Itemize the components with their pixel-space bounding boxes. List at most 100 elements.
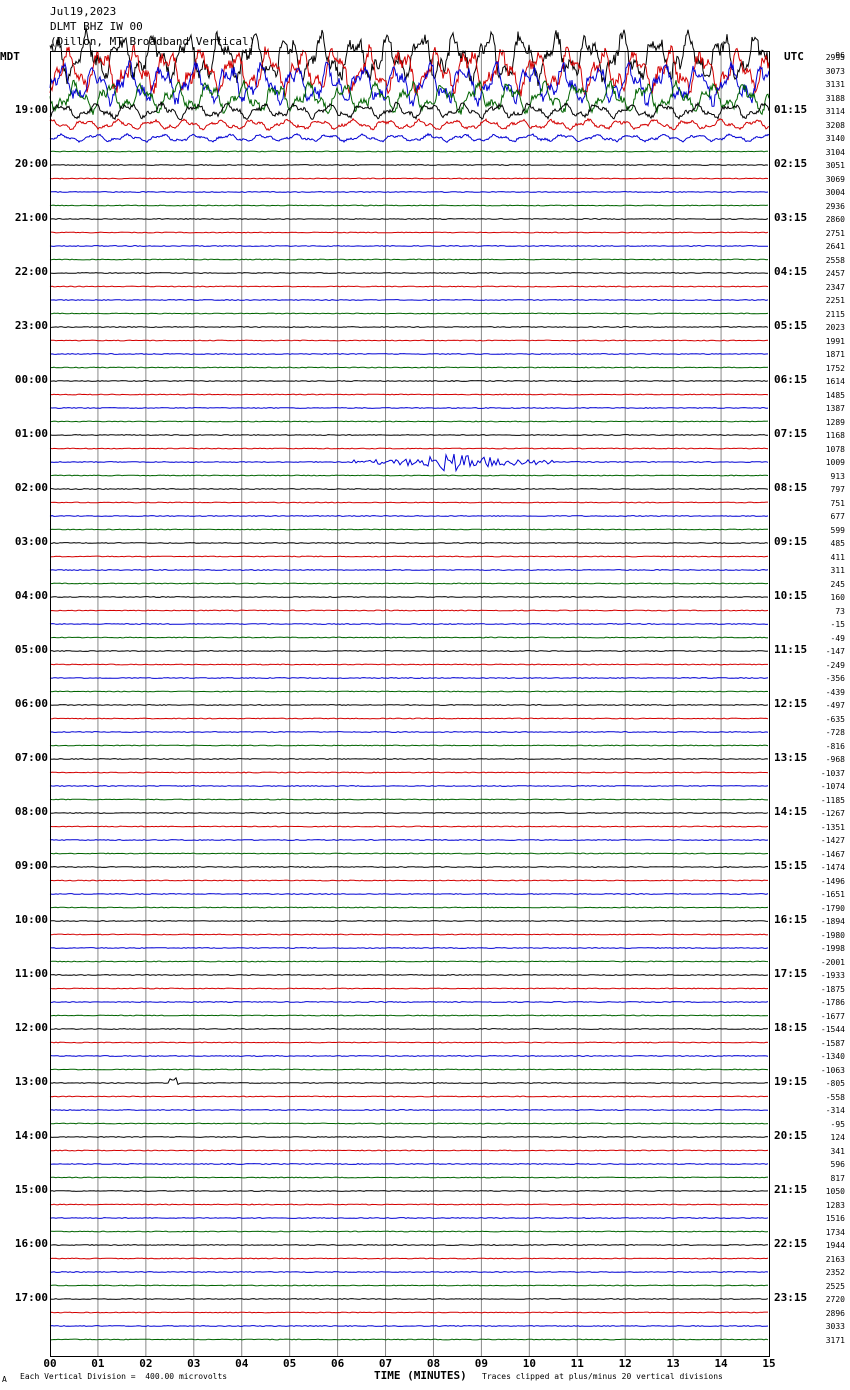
trace-19 (49, 312, 769, 315)
trace-count-label: 1168 (825, 431, 845, 440)
x-tick-label: 02 (139, 1357, 153, 1370)
trace-count-label: -1677 (820, 1011, 845, 1021)
top-right-count: 96 (835, 51, 845, 60)
trace-count-label: 2457 (825, 269, 845, 278)
trace-30 (49, 453, 769, 473)
x-tick-label: 05 (283, 1357, 297, 1370)
left-timezone-label: MDT (0, 50, 20, 63)
trace-49 (49, 717, 769, 720)
right-hour-label: 10:15 (774, 589, 808, 602)
trace-34 (49, 515, 769, 517)
trace-71 (49, 1014, 769, 1017)
trace-87 (49, 1230, 769, 1233)
trace-count-label: 2896 (825, 1308, 845, 1318)
trace-18 (50, 299, 769, 301)
trace-7 (49, 150, 769, 153)
trace-21 (49, 339, 769, 342)
trace-81 (49, 1149, 769, 1152)
trace-count-label: -1496 (820, 876, 845, 886)
trace-count-label: -497 (825, 701, 845, 710)
left-hour-label: 11:00 (14, 967, 48, 980)
trace-61 (49, 879, 768, 882)
trace-count-label: 311 (830, 566, 845, 575)
trace-count-label: -1185 (820, 795, 845, 805)
right-hour-label: 07:15 (774, 427, 808, 440)
trace-76 (49, 1076, 769, 1086)
trace-15 (49, 258, 769, 261)
scale-note: Each Vertical Division = 400.00 microvol… (20, 1372, 228, 1381)
trace-12 (49, 218, 769, 220)
trace-count-label: -635 (825, 714, 845, 724)
left-hour-label: 09:00 (14, 859, 48, 872)
trace-46 (49, 677, 769, 679)
time-gridlines (97, 51, 722, 1356)
trace-count-label: 2525 (825, 1281, 845, 1291)
trace-72 (49, 1028, 769, 1030)
right-hour-label: 20:15 (774, 1129, 808, 1142)
right-hour-label: 23:15 (774, 1291, 808, 1304)
trace-48 (49, 704, 769, 706)
trace-count-label: 1050 (825, 1187, 845, 1196)
x-tick-label: 03 (187, 1357, 201, 1370)
trace-count-label: 3104 (825, 147, 845, 157)
trace-count-label: 1078 (825, 444, 845, 454)
trace-count-label: 3051 (825, 161, 845, 170)
trace-count-label: 797 (830, 485, 845, 494)
trace-count-label: 341 (830, 1146, 845, 1156)
trace-count-label: 2995 (825, 53, 845, 62)
trace-63 (49, 906, 769, 909)
trace-16 (49, 272, 768, 274)
trace-count-label: 817 (830, 1173, 845, 1183)
trace-4 (49, 100, 770, 121)
trace-count-label: 599 (830, 525, 845, 535)
left-hour-label: 13:00 (14, 1075, 48, 1088)
trace-count-label: 596 (830, 1160, 845, 1169)
trace-9 (49, 177, 769, 180)
trace-count-label: 3114 (825, 107, 845, 116)
header-station: DLMT BHZ IW 00 (50, 20, 143, 33)
trace-95 (49, 1338, 769, 1341)
trace-13 (50, 231, 769, 234)
left-hour-label: 07:00 (14, 751, 48, 764)
trace-count-label: -1544 (820, 1025, 845, 1034)
left-hour-label: 01:00 (14, 427, 48, 440)
left-hour-label: 20:00 (14, 157, 48, 170)
trace-count-label: 1752 (825, 363, 845, 373)
trace-count-label: 1991 (825, 336, 845, 346)
right-hour-label: 08:15 (774, 481, 808, 494)
trace-2 (49, 60, 770, 108)
left-hour-label: 21:00 (14, 211, 48, 224)
trace-23 (49, 366, 769, 369)
right-hour-label: 18:15 (774, 1021, 808, 1034)
trace-24 (49, 380, 769, 382)
left-hour-label: 14:00 (14, 1129, 48, 1142)
trace-65 (49, 933, 769, 936)
trace-68 (49, 974, 769, 976)
right-hour-label: 09:15 (774, 535, 808, 548)
right-hour-label: 22:15 (774, 1237, 808, 1250)
trace-77 (49, 1095, 768, 1098)
left-hour-label: 15:00 (14, 1183, 48, 1196)
trace-54 (49, 785, 769, 787)
left-hour-label: 12:00 (14, 1021, 48, 1034)
trace-92 (49, 1298, 769, 1300)
trace-83 (49, 1176, 769, 1179)
trace-74 (49, 1055, 769, 1057)
right-hour-label: 19:15 (774, 1075, 808, 1088)
trace-88 (49, 1244, 769, 1246)
trace-count-label: 3033 (825, 1322, 845, 1331)
right-hour-label: 12:15 (774, 697, 808, 710)
trace-42 (49, 623, 769, 625)
trace-count-label: -1267 (820, 809, 845, 818)
left-hour-label: 00:00 (14, 373, 48, 386)
trace-58 (49, 839, 769, 841)
trace-count-label: 1009 (825, 458, 845, 467)
trace-count-label: 3131 (825, 80, 845, 89)
trace-60 (49, 866, 768, 868)
trace-count-label: -1651 (820, 890, 845, 899)
right-hour-label: 06:15 (774, 373, 808, 386)
trace-count-label: -805 (825, 1079, 845, 1088)
trace-11 (49, 204, 769, 207)
x-tick-label: 12 (618, 1357, 632, 1370)
clip-note: Traces clipped at plus/minus 20 vertical… (482, 1372, 723, 1381)
